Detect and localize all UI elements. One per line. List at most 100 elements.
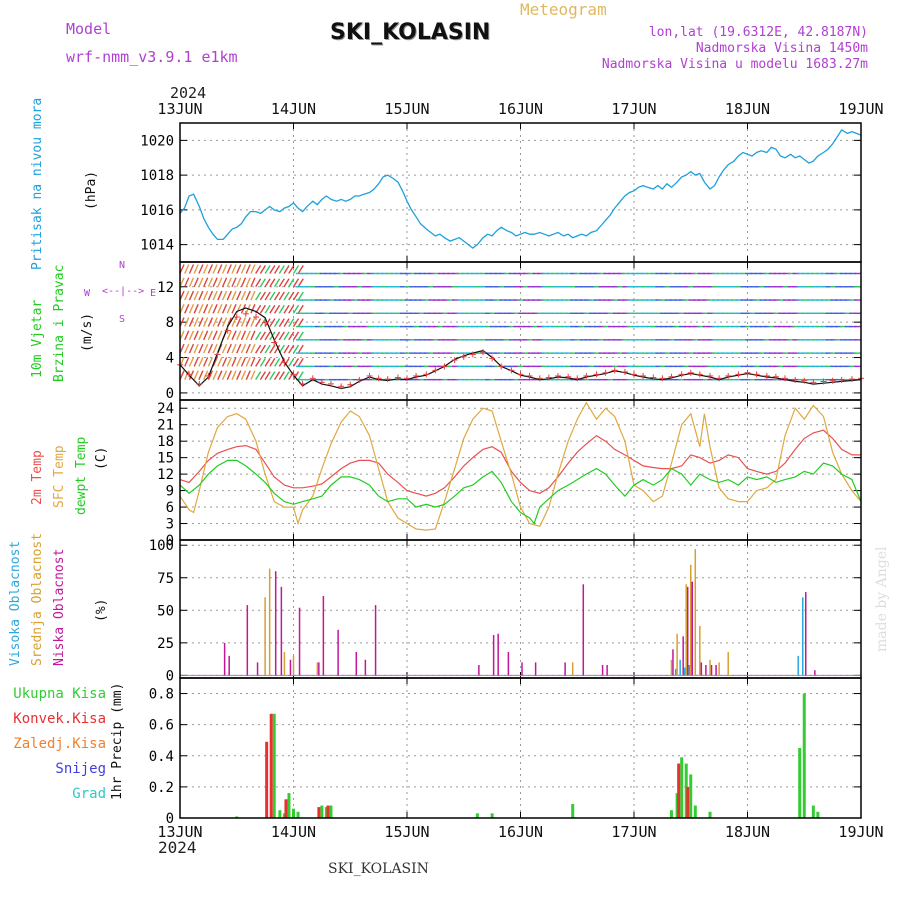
precip-conv-bar xyxy=(686,786,690,818)
wind-arrow xyxy=(269,358,276,367)
wind-arrow xyxy=(231,290,237,301)
wind-arrow xyxy=(250,317,256,327)
precip-conv-bar xyxy=(326,805,330,818)
wind-arrow xyxy=(198,264,204,274)
wind-arrow xyxy=(188,264,195,274)
precip-conv-label: Konvek.Kisa xyxy=(13,711,106,727)
wind-arrow xyxy=(184,330,190,341)
wind-arrow xyxy=(245,264,251,274)
y-tick-label: 0 xyxy=(166,386,174,402)
lonlat-info: lon,lat (19.6312E, 42.8187N) xyxy=(648,25,868,40)
wind-arrow xyxy=(264,304,271,314)
wind-arrow xyxy=(184,317,190,327)
wind-arrow xyxy=(264,265,271,274)
wind-arrow xyxy=(240,357,247,367)
wind-arrow xyxy=(245,317,251,327)
wind-arrow xyxy=(193,304,199,314)
wind-arrow xyxy=(269,371,276,381)
wind-arrow xyxy=(203,264,209,274)
wind-arrow xyxy=(198,330,204,341)
wind-arrow xyxy=(269,318,276,327)
station-title: SKI_KOLASIN xyxy=(330,20,491,45)
precip-total-bar xyxy=(475,813,479,818)
meteogram-label: Meteogram xyxy=(520,0,607,19)
cloud-low-label: Niska Oblacnost xyxy=(52,548,67,666)
precip-total-bar xyxy=(324,807,328,818)
wind-arrow xyxy=(255,371,262,381)
y-tick-label: 0.8 xyxy=(149,687,174,703)
wind-arrow xyxy=(226,357,232,367)
wind-arrow xyxy=(188,330,195,341)
wind-arrow xyxy=(198,317,204,327)
wind-arrow xyxy=(259,344,266,354)
precip-total-bar xyxy=(816,811,820,818)
wind-arrow xyxy=(297,265,304,274)
wind-arrow xyxy=(255,358,262,367)
wind-arrow xyxy=(198,343,204,354)
wind-arrow xyxy=(231,330,237,341)
x-tick-label-bottom: 14JUN xyxy=(271,823,316,841)
y-tick-label: 12 xyxy=(157,280,174,296)
cloud-mid-label: Srednja Oblacnost xyxy=(30,532,45,666)
wind-arrow xyxy=(240,330,247,341)
wind-arrow xyxy=(288,304,295,314)
footer-station: SKI_KOLASIN xyxy=(328,861,429,877)
wind-arrow xyxy=(292,371,300,381)
wind-arrow xyxy=(273,371,281,381)
precip-snow-label: Snijeg xyxy=(55,761,106,777)
precip-total-bar xyxy=(675,793,679,818)
wind-arrow xyxy=(212,330,218,341)
precip-total-bar xyxy=(571,804,575,818)
wind-arrow xyxy=(184,277,190,288)
wind-arrow xyxy=(193,290,199,301)
compass-cross-icon: <--|--> xyxy=(102,286,145,297)
wind-arrow xyxy=(217,264,223,274)
wind-arrow xyxy=(203,343,209,354)
wind-arrow xyxy=(207,343,214,354)
y-tick-label: 0 xyxy=(166,811,174,827)
temp-unit: (C) xyxy=(94,446,109,470)
y-tick-label: 15 xyxy=(157,451,174,467)
y-tick-label: 0 xyxy=(166,668,174,684)
wind-arrow xyxy=(273,291,281,301)
wind-arrow xyxy=(278,371,285,381)
precip-conv-bar xyxy=(677,763,681,818)
wind-arrow xyxy=(259,371,266,381)
wind-arrow xyxy=(184,343,190,354)
x-tick-label-bottom: 15JUN xyxy=(384,823,429,841)
compass-west-label: W xyxy=(84,288,91,299)
y-tick-label: 4 xyxy=(166,351,174,367)
wind-arrow xyxy=(264,278,271,288)
precip-frozen-label: Zaledj.Kisa xyxy=(13,736,106,752)
wind-arrow xyxy=(283,344,290,354)
wind-arrow xyxy=(203,317,209,327)
x-tick-label-top: 13JUN xyxy=(157,100,202,118)
wind-arrow xyxy=(231,277,237,288)
wind-arrow xyxy=(188,304,195,314)
wind-arrow xyxy=(273,331,281,341)
temp-2m-line xyxy=(179,429,861,497)
wind-arrow xyxy=(250,277,256,288)
compass-south-label: S xyxy=(119,314,126,325)
y-tick-label: 1018 xyxy=(140,168,174,184)
precip-conv-bar xyxy=(265,741,269,818)
wind-arrow xyxy=(283,291,290,301)
pressure-title: Pritisak na nivou mora xyxy=(30,97,45,270)
precip-total-bar xyxy=(292,808,295,818)
wind-arrow xyxy=(217,304,223,314)
y-tick-label: 50 xyxy=(157,603,174,619)
wind-arrow xyxy=(188,357,195,367)
wind-arrow xyxy=(236,343,242,354)
wind-arrow xyxy=(203,357,209,367)
wind-arrow xyxy=(231,304,237,314)
wind-arrow xyxy=(231,317,237,327)
wind-arrow xyxy=(212,304,218,314)
wind-arrow xyxy=(283,331,290,341)
y-tick-label: 1020 xyxy=(140,133,174,149)
wind-arrow xyxy=(221,290,228,301)
y-tick-label: 24 xyxy=(157,401,174,417)
wind-arrow xyxy=(226,290,232,301)
wind-arrow xyxy=(255,278,262,288)
wind-arrow xyxy=(217,370,223,380)
wind-arrow xyxy=(184,290,190,301)
